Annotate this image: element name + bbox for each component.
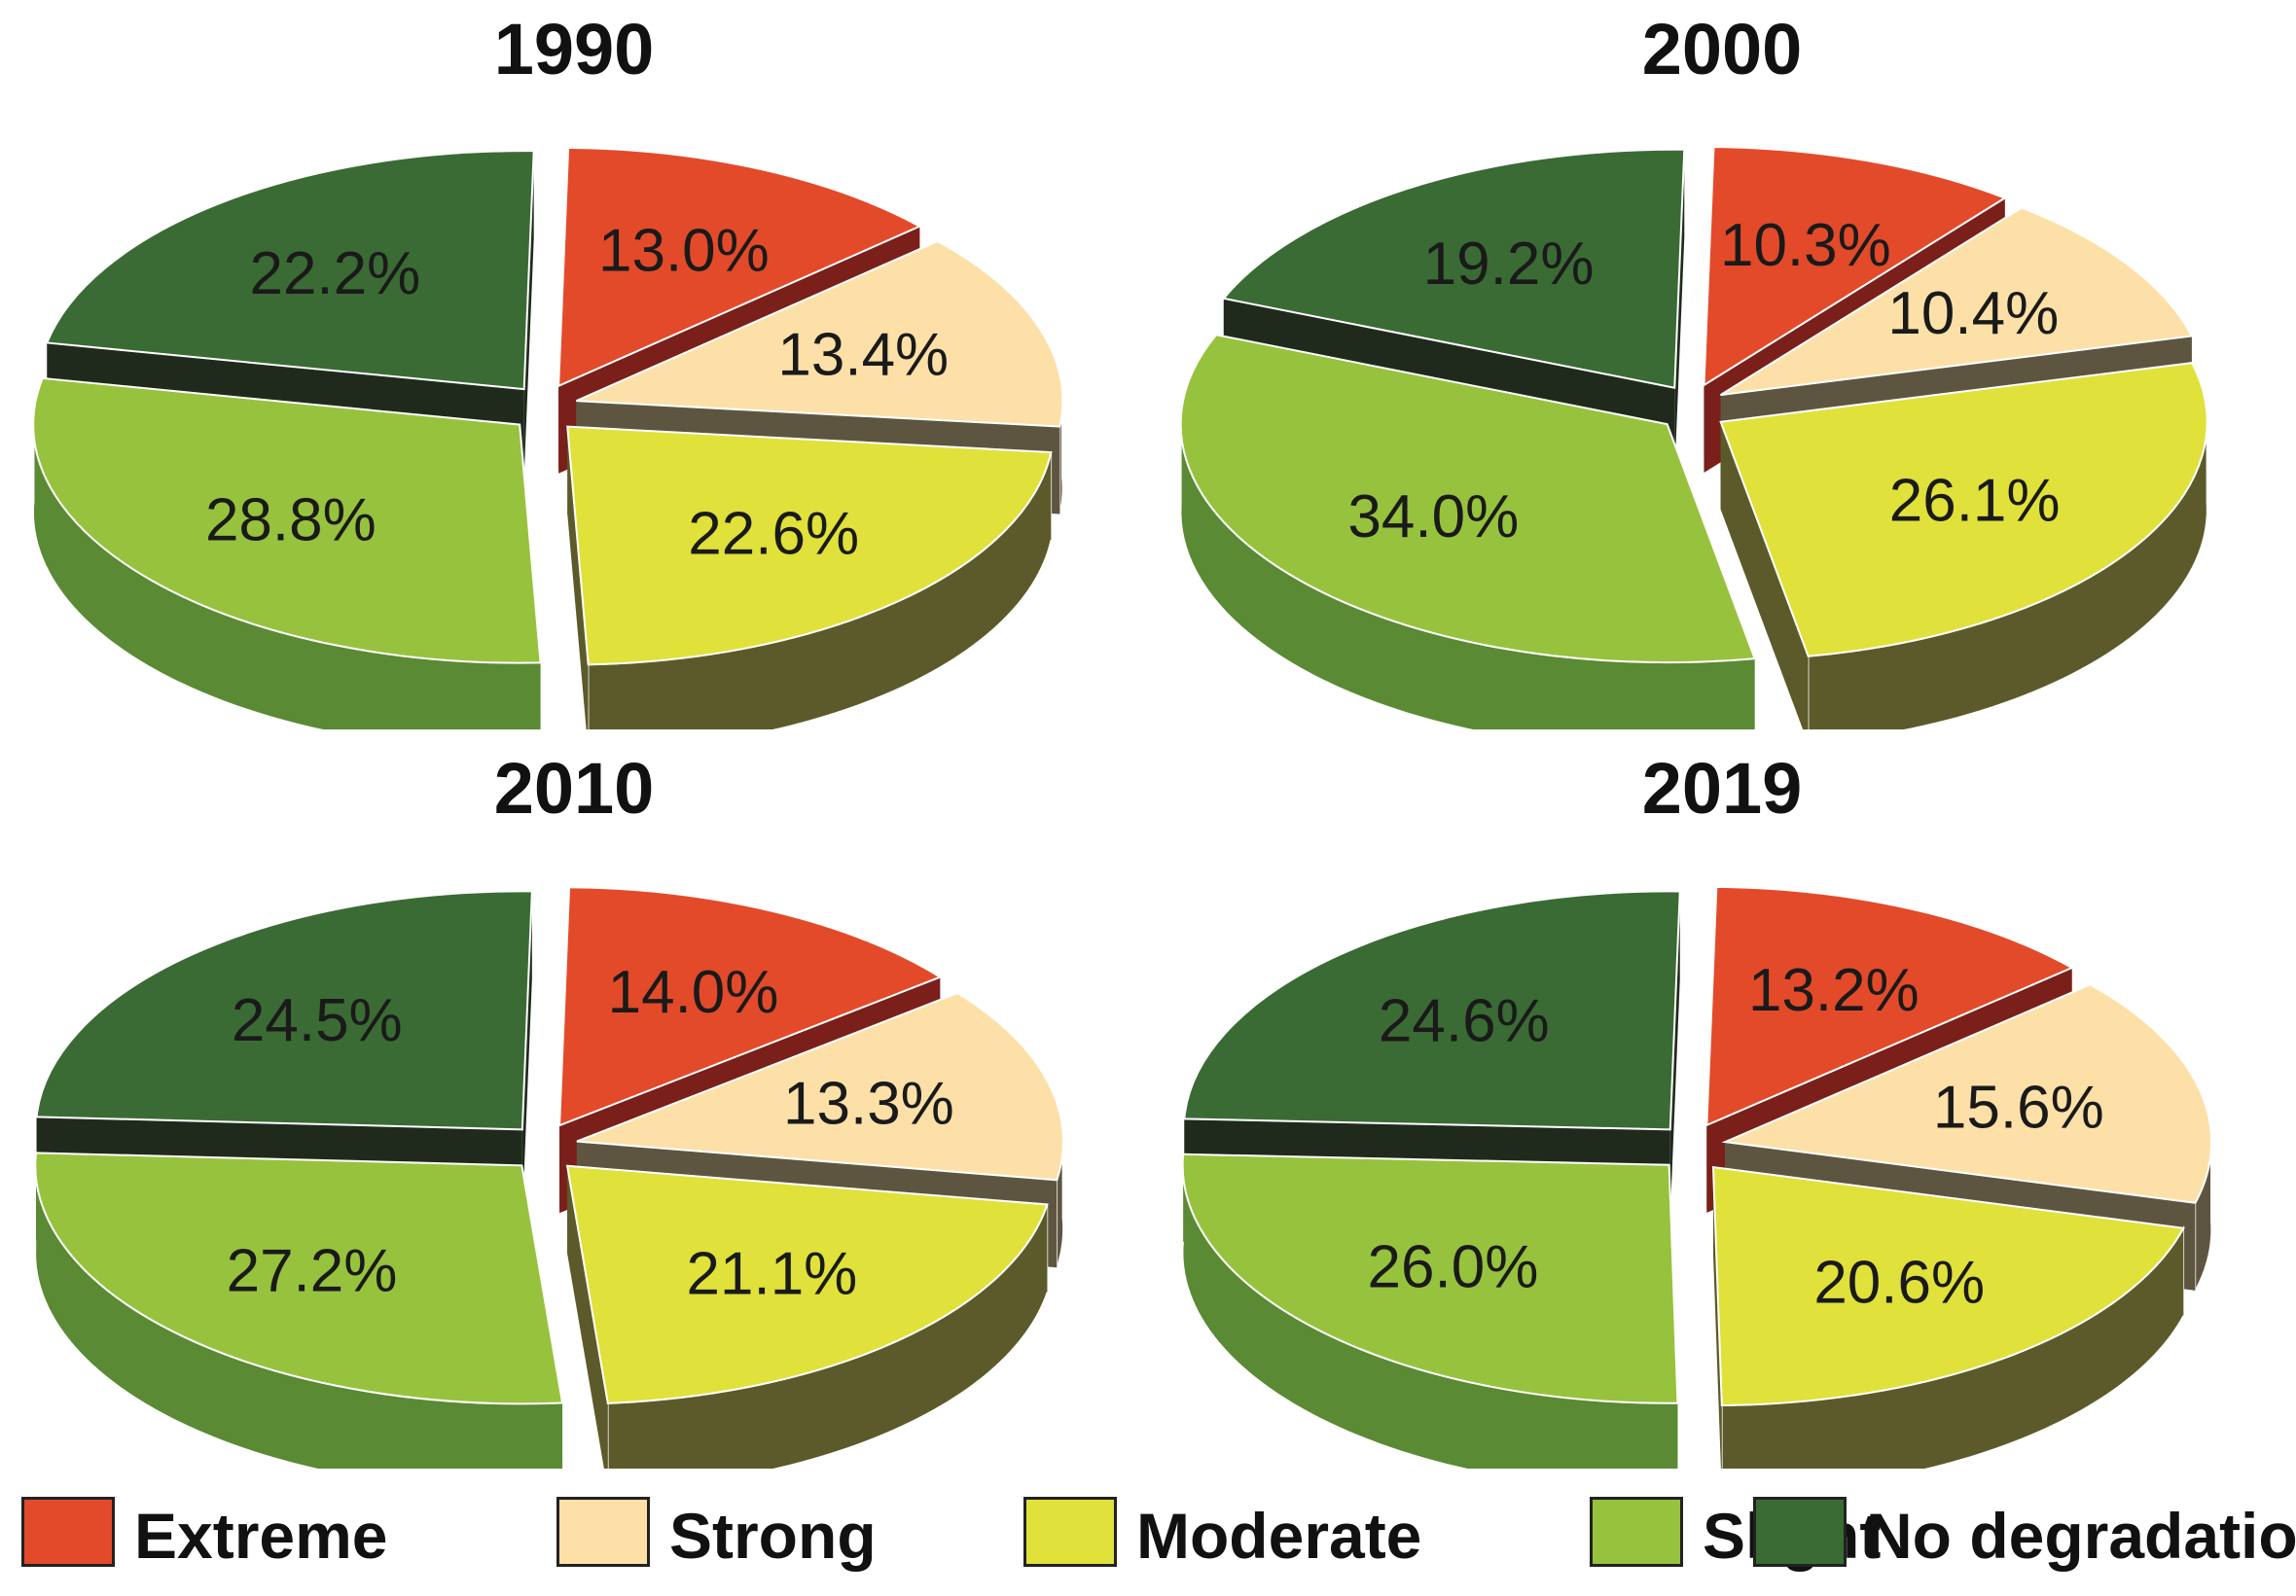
data-label-strong: 13.4% xyxy=(777,321,949,388)
pie-chart-svg: 13.2% 24.6% 15.6% 26.0% 20.6% xyxy=(1181,885,2213,1469)
data-label-extreme: 10.3% xyxy=(1720,212,1891,279)
data-label-extreme: 14.0% xyxy=(608,959,779,1026)
legend-swatch-strong xyxy=(556,1497,650,1567)
data-label-moderate: 20.6% xyxy=(1813,1250,1985,1317)
pie-slice-slight: 28.8% xyxy=(32,376,542,729)
pie-panel-2019: 13.2% 24.6% 15.6% 26.0% 20.6% 2019 xyxy=(1148,739,2296,1469)
data-label-no-degradation: 24.5% xyxy=(232,987,403,1054)
pie-chart-svg: 13.0% 22.2% 13.4% 28.8% 22.6% xyxy=(32,146,1064,729)
data-label-strong: 10.4% xyxy=(1887,280,2059,347)
data-label-extreme: 13.2% xyxy=(1748,957,1919,1024)
pie-slice-slight: 34.0% xyxy=(1179,334,1757,729)
legend-swatch-no-degradation xyxy=(1753,1497,1847,1567)
chart-title: 2010 xyxy=(493,748,655,829)
pie-slice-moderate: 26.1% xyxy=(1719,362,2208,729)
legend-label-moderate: Moderate xyxy=(1136,1500,1422,1572)
pie-slice-moderate: 20.6% xyxy=(1711,1165,2185,1469)
legend-swatch-slight xyxy=(1590,1497,1683,1567)
data-label-slight: 34.0% xyxy=(1347,483,1519,550)
data-label-slight: 28.8% xyxy=(205,486,377,553)
data-label-no-degradation: 24.6% xyxy=(1379,988,1550,1055)
data-label-slight: 26.0% xyxy=(1368,1234,1539,1301)
pie-slice-moderate: 22.6% xyxy=(566,425,1053,729)
data-label-extreme: 13.0% xyxy=(598,218,770,285)
pie-chart-svg: 14.0% 24.5% 13.3% 27.2% 21.1% xyxy=(34,886,1064,1469)
data-label-no-degradation: 19.2% xyxy=(1423,231,1595,298)
data-label-no-degradation: 22.2% xyxy=(249,240,420,307)
pie-panel-1990: 13.0% 22.2% 13.4% 28.8% 22.6% 1990 xyxy=(0,0,1148,729)
legend-label-no-degradation: No degradation xyxy=(1866,1500,2296,1572)
pie-slice-moderate: 21.1% xyxy=(565,1164,1049,1469)
pie-slice-no-degradation: 22.2% xyxy=(45,150,535,478)
legend-swatch-moderate xyxy=(1023,1497,1117,1567)
legend-label-extreme: Extreme xyxy=(134,1500,388,1572)
pie-panel-2000: 10.3% 19.2% 10.4% 26.1% 34.0% 2000 xyxy=(1148,0,2296,729)
pie-slice-slight: 27.2% xyxy=(34,1152,564,1469)
data-label-slight: 27.2% xyxy=(227,1237,398,1304)
legend-label-strong: Strong xyxy=(669,1500,877,1572)
data-label-moderate: 22.6% xyxy=(688,500,859,567)
chart-title: 2019 xyxy=(1641,748,1803,829)
pie-slice-slight: 26.0% xyxy=(1181,1153,1679,1469)
chart-title: 2000 xyxy=(1641,9,1803,89)
data-label-strong: 15.6% xyxy=(1933,1074,2104,1141)
data-label-moderate: 21.1% xyxy=(687,1240,858,1307)
data-label-moderate: 26.1% xyxy=(1889,468,2061,535)
legend: Extreme Strong Moderate Slight No degrad… xyxy=(21,1493,2296,1580)
pie-chart-svg: 10.3% 19.2% 10.4% 26.1% 34.0% xyxy=(1179,146,2208,729)
pie-panel-2010: 14.0% 24.5% 13.3% 27.2% 21.1% 2010 xyxy=(0,739,1148,1469)
legend-swatch-extreme xyxy=(21,1497,115,1567)
data-label-strong: 13.3% xyxy=(783,1070,954,1137)
chart-title: 1990 xyxy=(493,9,655,89)
